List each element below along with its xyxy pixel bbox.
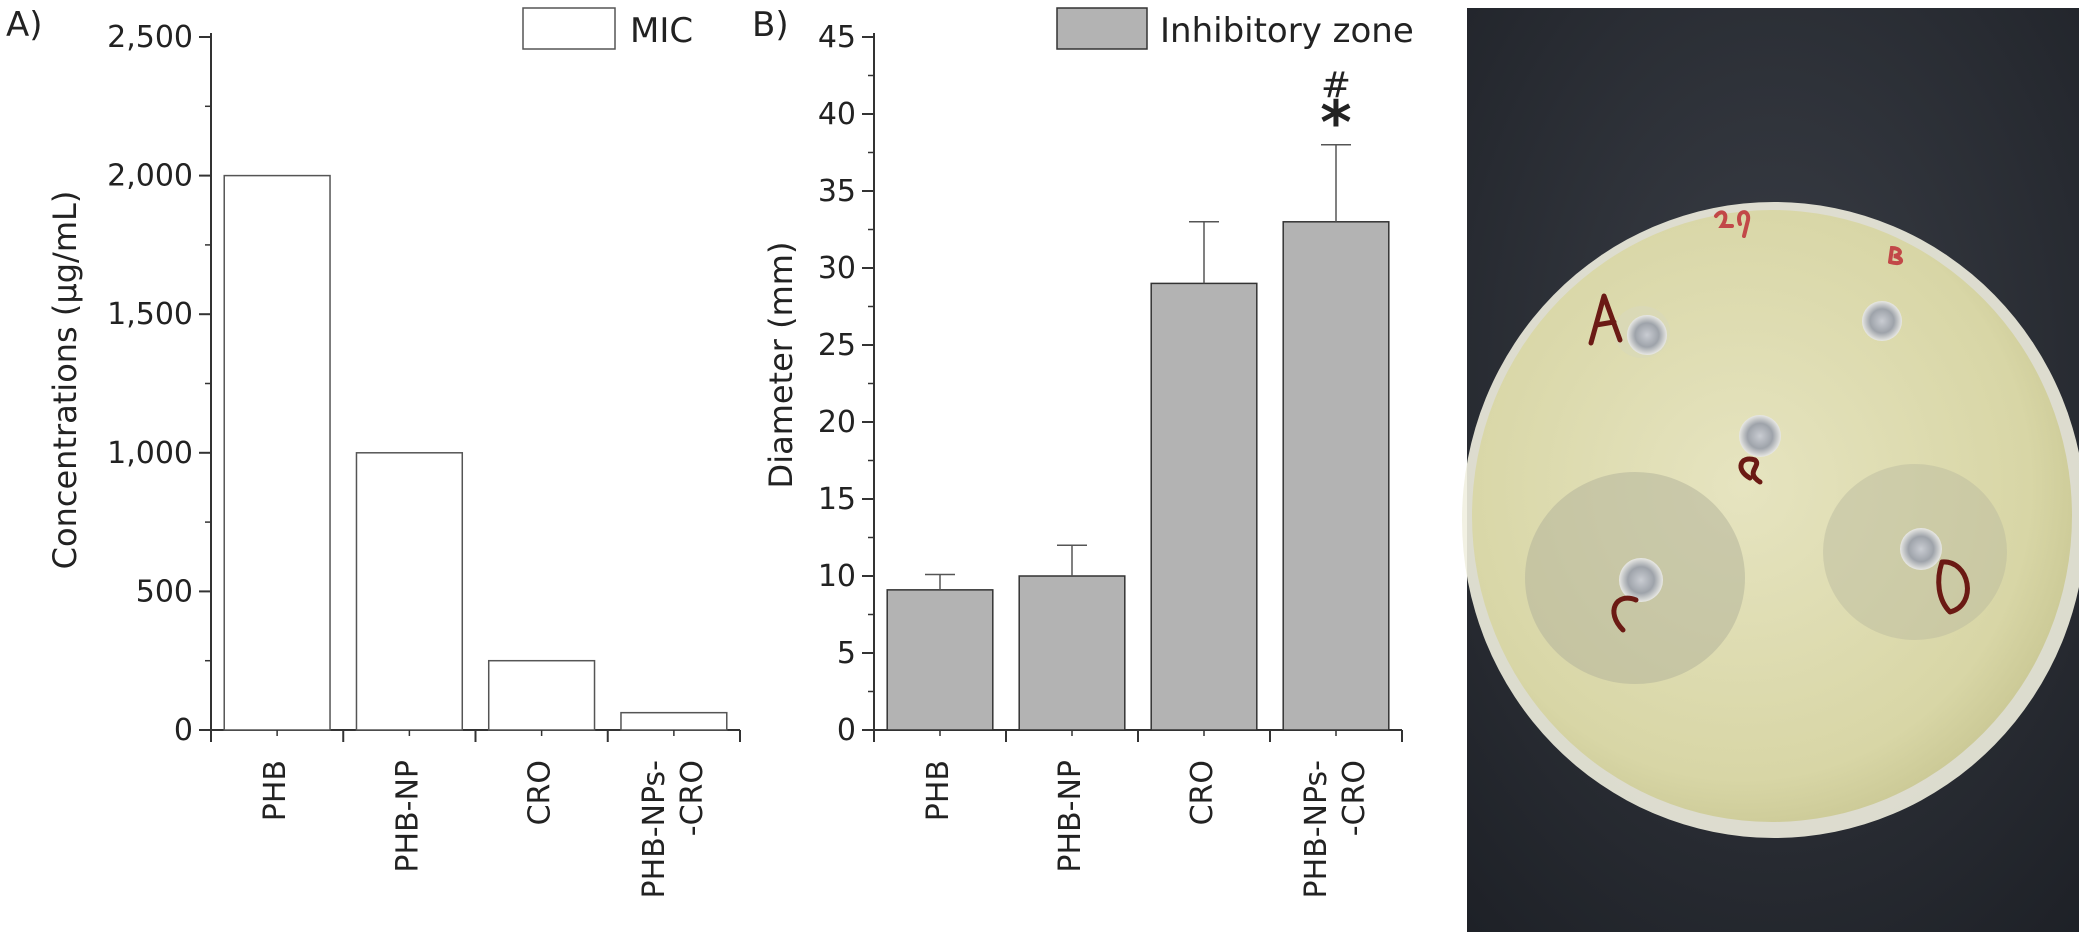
diameter-category-label: PHB-NP (1053, 760, 1088, 873)
marker-c (1611, 595, 1639, 633)
mic-category-label: PHB (258, 760, 293, 821)
diameter-category-label: PHB (921, 760, 956, 821)
well-a (1627, 315, 1667, 355)
diameter-y-tick-label: 35 (818, 174, 856, 209)
diameter-y-tick-label: 45 (818, 20, 856, 55)
inhibitory-zone-legend-label: Inhibitory zone (1160, 11, 1414, 51)
panel-label-a: A) (6, 5, 43, 45)
diameter-y-tick-label: 15 (818, 482, 856, 517)
mic-bar (223, 174, 331, 731)
diameter-significance-star: * (1320, 88, 1351, 158)
mic-category-label: CRO (523, 760, 558, 825)
mic-y-tick-label: 0 (174, 713, 193, 748)
mic-y-tick-label: 2,500 (107, 20, 193, 55)
marker-29-digit-2 (1714, 210, 1734, 228)
diameter-y-axis-title: Diameter (mm) (762, 242, 800, 489)
marker-d (1936, 559, 1970, 615)
panel-label-b: B) (752, 5, 789, 45)
diameter-significance-hash: # (1321, 65, 1351, 106)
well-d (1900, 528, 1942, 570)
mic-y-tick-label: 2,000 (107, 159, 193, 194)
diameter-category-label: PHB-NPs- -CRO (1299, 760, 1372, 899)
marker-b (1888, 245, 1903, 266)
mic-y-tick-label: 1,500 (107, 297, 193, 332)
diameter-bar (1282, 221, 1390, 731)
inhibitory-zone-legend-swatch (1056, 7, 1148, 50)
mic-y-tick-label: 1,000 (107, 436, 193, 471)
mic-category-label: PHB-NP (390, 760, 425, 873)
diameter-category-label: CRO (1185, 760, 1220, 825)
mic-y-tick-label: 500 (136, 574, 193, 609)
diameter-y-tick-label: 40 (818, 97, 856, 132)
diameter-y-tick-label: 20 (818, 405, 856, 440)
inhibitory-zone-chart: B) Inhibitory zone Diameter (mm) 0 5 10 15 2… (752, 5, 1414, 899)
inhibitory-zone-legend: Inhibitory zone (1056, 7, 1414, 51)
mic-bar (487, 659, 596, 731)
mic-chart: A) MIC Concentrations (µg/mL) 0 500 1,000 1… (6, 5, 741, 899)
marker-e (1738, 456, 1763, 485)
diameter-y-tick-label: 10 (818, 559, 856, 594)
diameter-bar (886, 589, 994, 731)
mic-y-axis-title: Concentrations (µg/mL) (46, 191, 84, 570)
mic-bar (355, 452, 464, 731)
mic-legend-swatch (522, 7, 616, 50)
mic-category-label: PHB-NPs- -CRO (637, 760, 710, 899)
well-e (1739, 415, 1781, 457)
well-b (1862, 301, 1902, 341)
mic-bar (620, 711, 728, 731)
diameter-y-tick-label: 30 (818, 251, 856, 286)
marker-29-digit-9 (1737, 210, 1751, 238)
diameter-bar (1018, 575, 1126, 731)
agar-plate-photo (1462, 8, 2079, 932)
marker-a (1588, 293, 1623, 346)
diameter-y-tick-label: 25 (818, 328, 856, 363)
diameter-bar (1150, 282, 1258, 731)
diameter-y-tick-label: 5 (837, 636, 856, 671)
well-c (1619, 558, 1663, 602)
diameter-y-tick-label: 0 (837, 713, 856, 748)
mic-legend-label: MIC (630, 11, 693, 51)
mic-legend: MIC (522, 7, 693, 51)
